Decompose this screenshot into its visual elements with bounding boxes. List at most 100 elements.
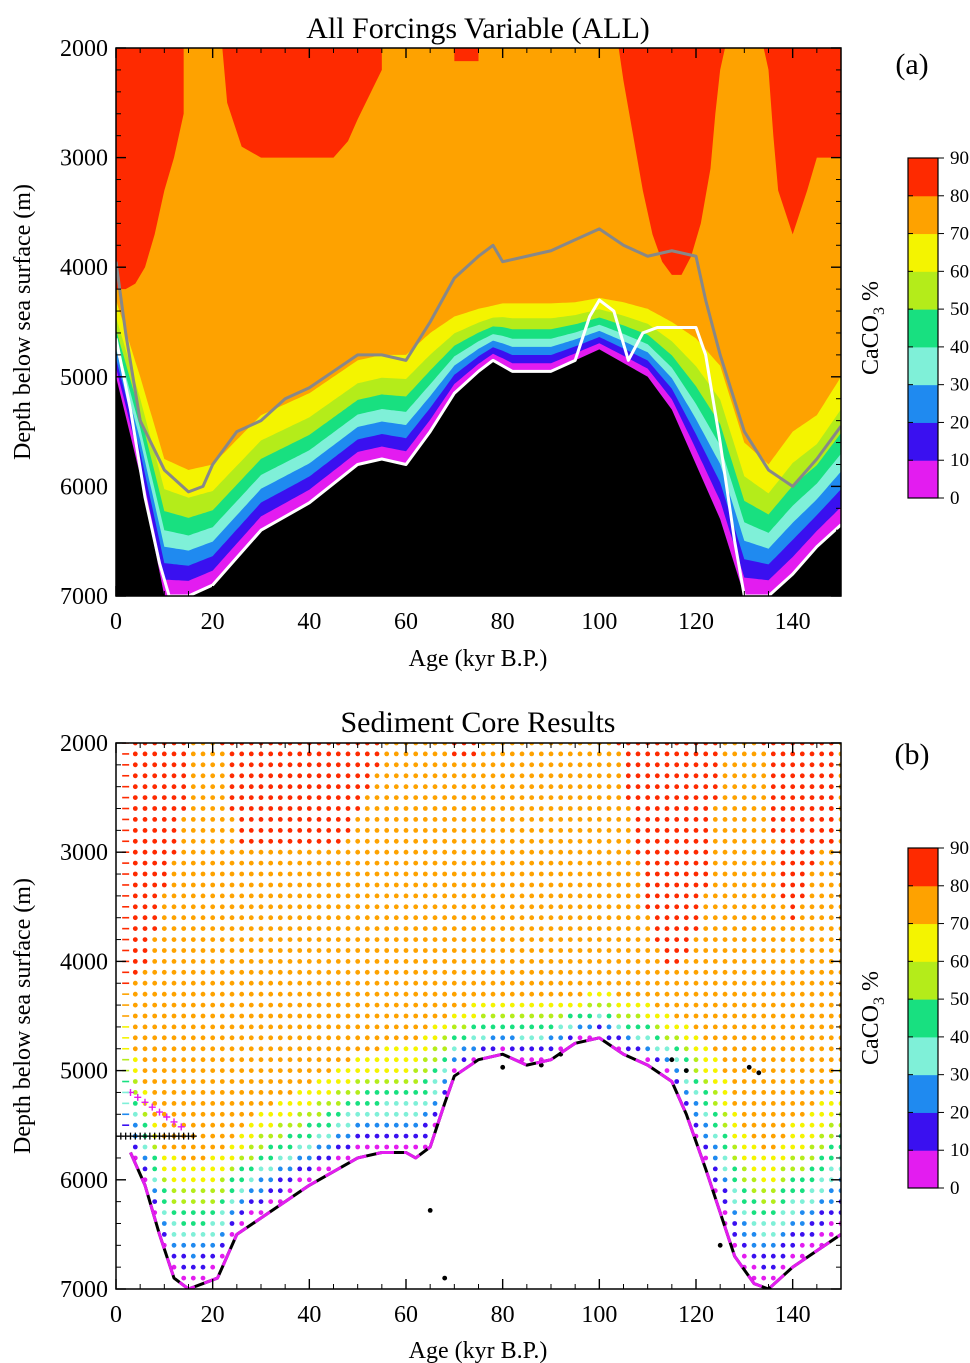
core-dot xyxy=(809,1199,815,1204)
core-dot xyxy=(732,1111,738,1117)
core-dot xyxy=(741,1046,747,1052)
core-dot xyxy=(316,1013,322,1019)
core-dot xyxy=(770,1024,776,1030)
core-dot xyxy=(529,969,535,975)
core-dot xyxy=(761,882,767,888)
core-dot xyxy=(751,828,757,833)
core-dot xyxy=(683,762,689,768)
core-dot xyxy=(210,806,216,811)
core-dot xyxy=(635,1024,641,1030)
core-dot xyxy=(480,969,486,975)
core-dot xyxy=(364,1013,370,1019)
core-dot xyxy=(722,1122,728,1128)
core-dot xyxy=(741,838,747,844)
core-dot xyxy=(722,1166,728,1172)
core-dot xyxy=(674,1002,680,1008)
core-dot xyxy=(683,882,689,888)
core-dot xyxy=(790,1166,796,1172)
core-dot xyxy=(152,1101,158,1106)
core-dot xyxy=(219,959,225,964)
core-dot xyxy=(519,762,525,768)
core-dot xyxy=(258,860,264,866)
core-dot xyxy=(152,893,158,899)
core-dot xyxy=(490,904,496,910)
core-dot xyxy=(790,795,796,800)
core-dot xyxy=(558,762,564,768)
core-dot xyxy=(732,980,738,986)
core-dot xyxy=(674,784,680,790)
core-dot xyxy=(596,795,602,800)
core-dot xyxy=(596,904,602,910)
core-dot xyxy=(432,893,438,899)
core-dot xyxy=(809,1177,815,1183)
core-dot xyxy=(616,991,622,997)
panel-a-colorbar-bin xyxy=(908,384,938,423)
core-dot xyxy=(635,784,641,790)
core-dot xyxy=(374,838,380,844)
core-dot xyxy=(306,762,312,768)
panel-b-colorbar-tick-label: 30 xyxy=(950,1065,969,1086)
core-dot xyxy=(770,1264,776,1270)
core-dot xyxy=(732,1232,738,1237)
core-dot xyxy=(674,795,680,800)
core-dot xyxy=(268,817,274,822)
core-dot xyxy=(712,904,718,910)
core-dot xyxy=(210,969,216,975)
core-dot xyxy=(480,904,486,910)
core-dot xyxy=(355,1035,361,1041)
core-dot xyxy=(625,893,631,899)
core-dot xyxy=(780,1232,786,1237)
core-dot xyxy=(384,806,390,811)
core-dot xyxy=(248,1199,254,1204)
core-dot xyxy=(732,795,738,800)
core-dot xyxy=(384,893,390,899)
core-dot xyxy=(693,1122,699,1128)
core-dot xyxy=(616,806,622,811)
core-dot xyxy=(799,1024,805,1030)
core-dot xyxy=(364,762,370,768)
core-dot xyxy=(819,882,825,888)
core-dot xyxy=(828,980,834,986)
core-dot xyxy=(451,849,457,855)
core-dot xyxy=(181,926,187,931)
core-dot xyxy=(471,860,477,866)
core-dot xyxy=(712,1144,718,1150)
core-dot xyxy=(519,838,525,844)
core-dot xyxy=(606,773,612,779)
core-dot xyxy=(422,959,428,964)
core-dot xyxy=(413,937,419,942)
core-dot xyxy=(693,882,699,888)
core-dot xyxy=(161,1232,167,1237)
core-dot xyxy=(268,806,274,811)
core-dot xyxy=(190,1024,196,1030)
core-dot xyxy=(538,926,544,931)
core-dot xyxy=(751,762,757,768)
core-dot xyxy=(674,959,680,964)
core-dot xyxy=(567,751,573,757)
core-dot xyxy=(693,1002,699,1008)
core-dot xyxy=(722,1013,728,1019)
core-dot xyxy=(326,959,332,964)
panel-a-contour-plot xyxy=(116,48,841,596)
core-dot xyxy=(200,784,206,790)
core-dot xyxy=(780,1046,786,1052)
core-dot xyxy=(393,817,399,822)
core-dot xyxy=(152,1024,158,1030)
core-dot xyxy=(577,860,583,866)
core-dot xyxy=(548,784,554,790)
core-dot xyxy=(132,1002,138,1008)
sea-floor-region xyxy=(116,349,841,596)
panel-b-ylabel: Depth below sea surface (m) xyxy=(10,878,36,1154)
core-dot xyxy=(751,849,757,855)
core-dot xyxy=(268,860,274,866)
core-dot xyxy=(732,948,738,953)
core-dot xyxy=(297,860,303,866)
core-dot xyxy=(828,795,834,800)
white-line xyxy=(116,298,841,596)
core-dot xyxy=(200,1232,206,1237)
core-dot xyxy=(490,1046,496,1052)
core-dot xyxy=(297,871,303,877)
core-dot xyxy=(181,1057,187,1063)
core-dot xyxy=(306,926,312,931)
core-dot xyxy=(587,817,593,822)
